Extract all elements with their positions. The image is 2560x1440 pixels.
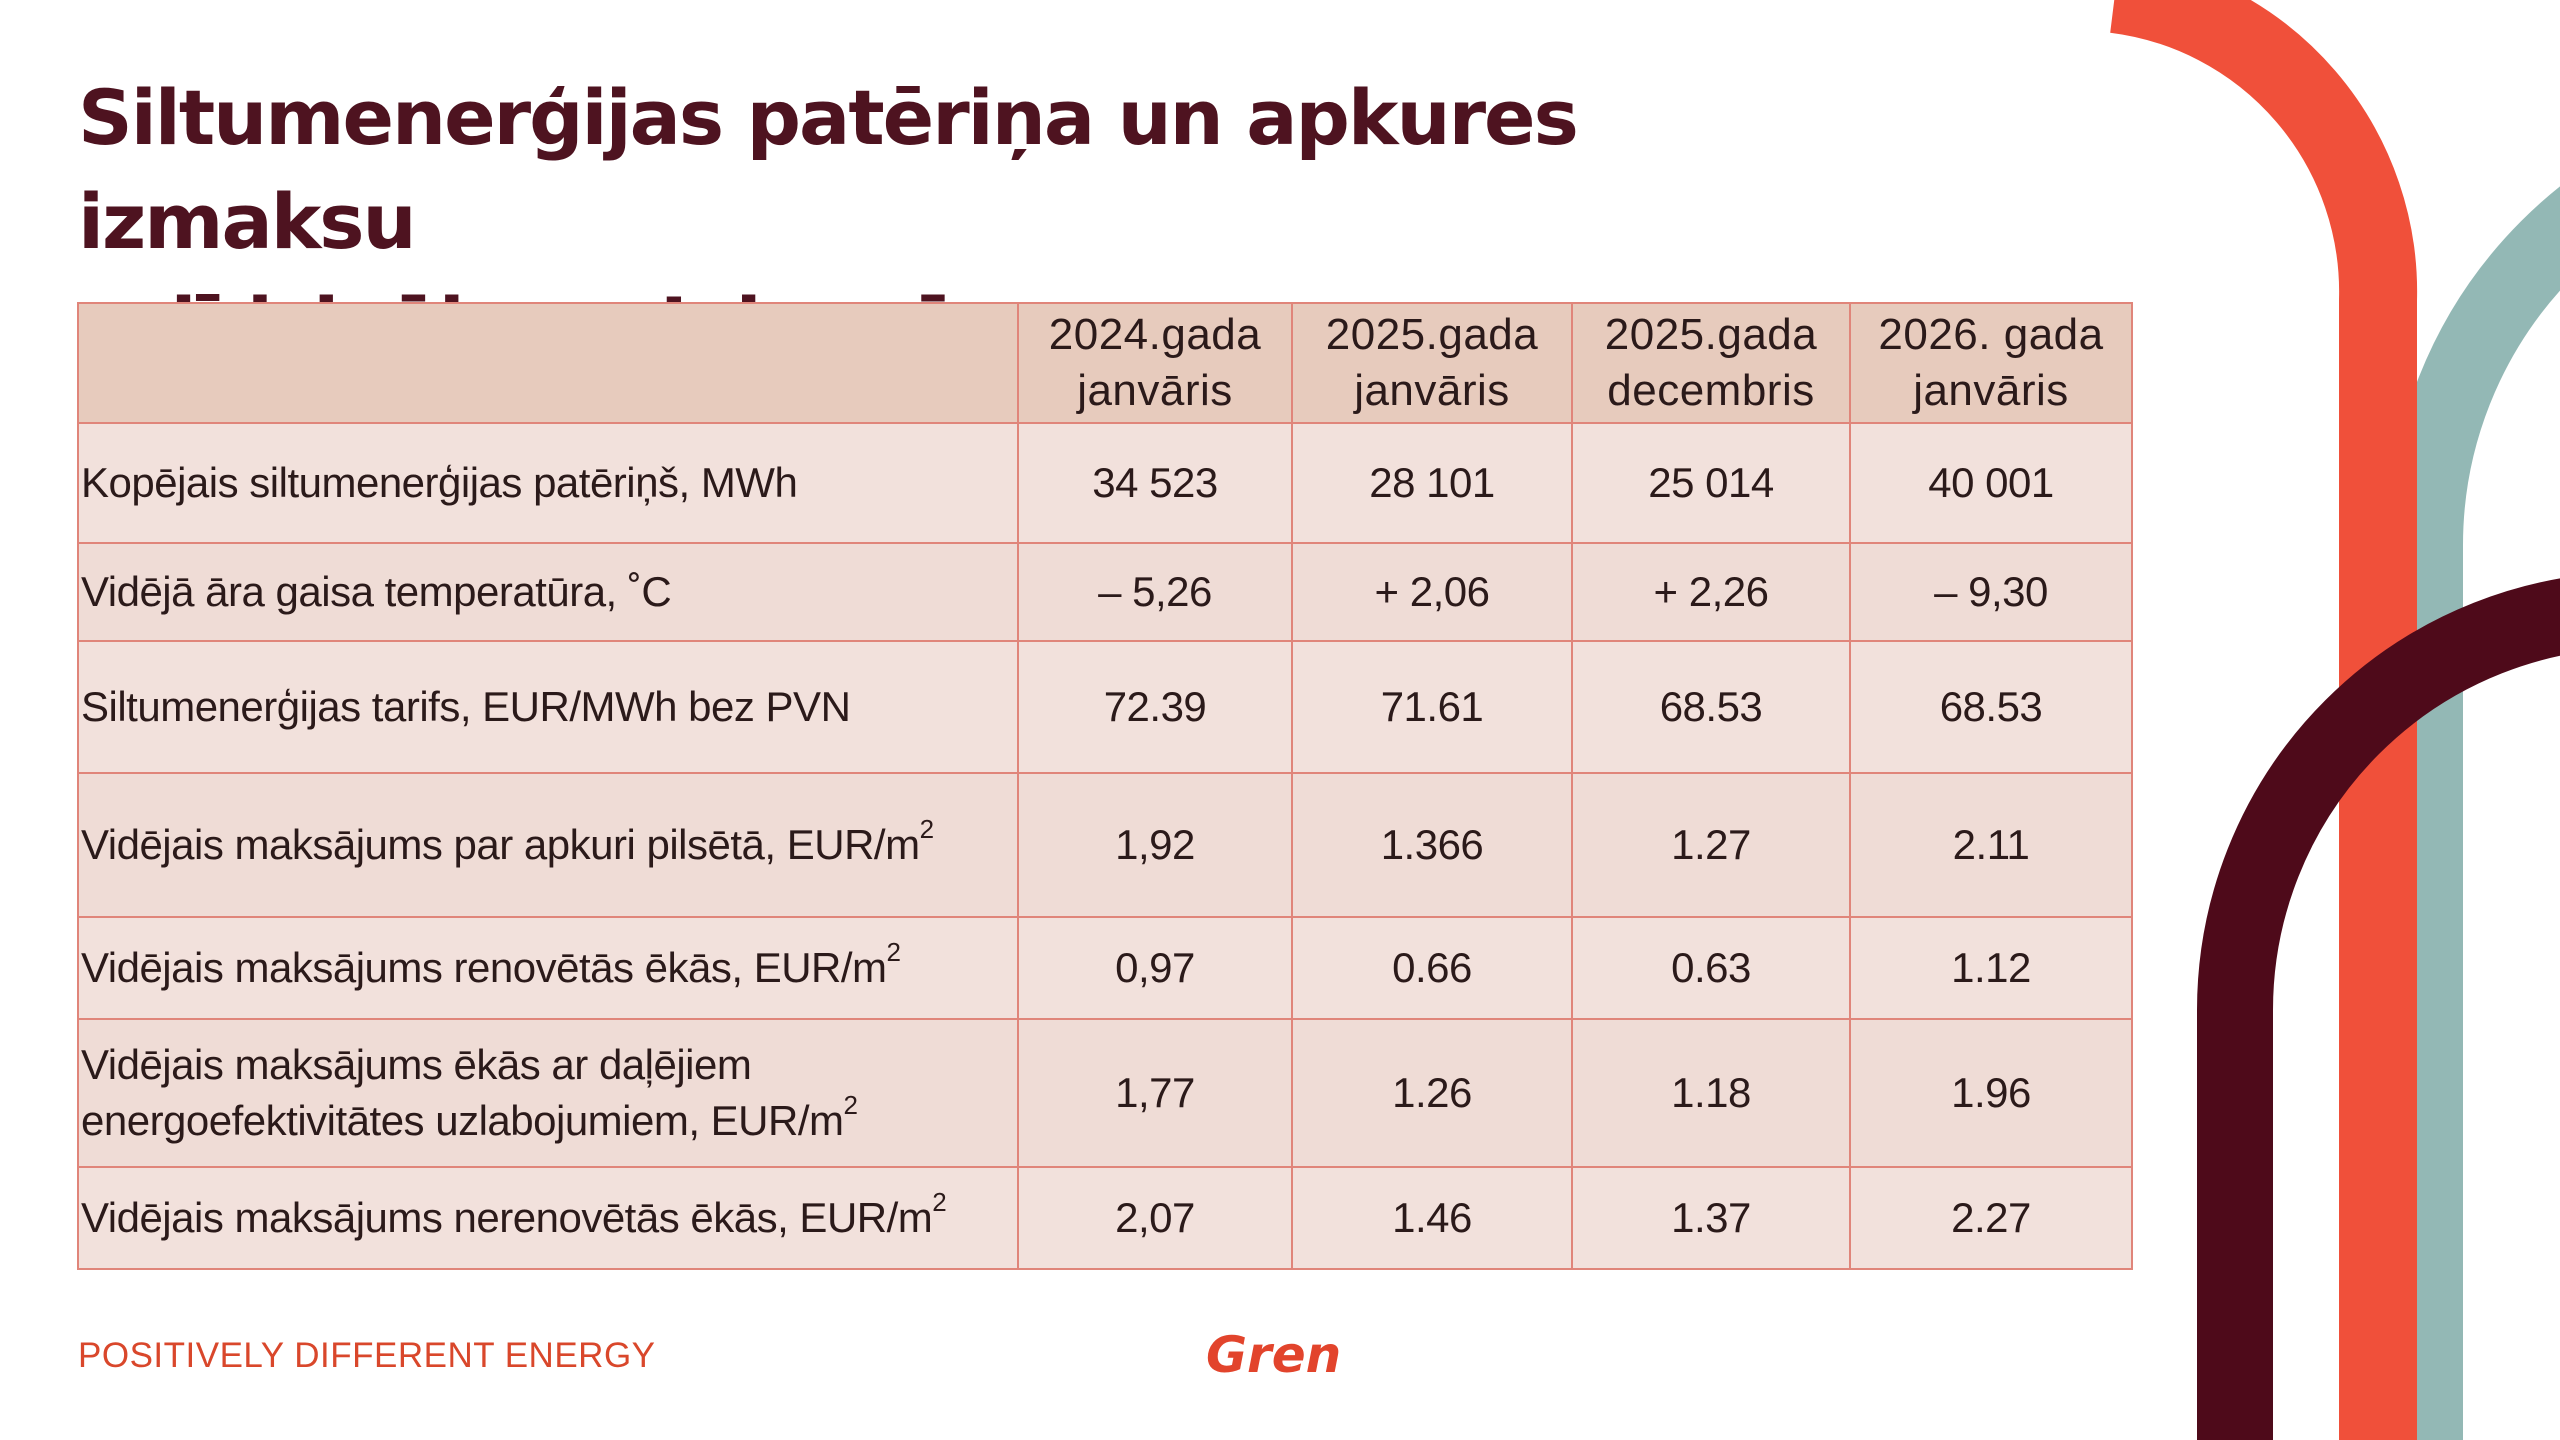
logo-text: Gren (1206, 1326, 1341, 1384)
comparison-table: 2024.gada janvāris 2025.gada janvāris 20… (77, 302, 2133, 1270)
table-cell: 28 101 (1291, 422, 1573, 544)
row-label: Vidējā āra gaisa temperatūra, ˚C (77, 542, 1019, 642)
table-cell: 2,07 (1017, 1166, 1293, 1270)
table-header-row: 2024.gada janvāris 2025.gada janvāris 20… (77, 302, 2133, 424)
table-header-2024-jan: 2024.gada janvāris (1017, 302, 1293, 424)
teal-arc (2387, 186, 2560, 1440)
superscript: 2 (932, 1187, 947, 1217)
table-row: Vidējais maksājums ēkās ar daļējiem ener… (77, 1018, 2133, 1168)
superscript: 2 (843, 1090, 858, 1120)
header-line: janvāris (1913, 366, 2069, 415)
table-cell: 68.53 (1849, 640, 2133, 774)
table-cell: 1.27 (1571, 772, 1851, 918)
superscript: 2 (919, 814, 934, 844)
table-cell: 1.46 (1291, 1166, 1573, 1270)
row-label: Vidējais maksājums par apkuri pilsētā, E… (77, 772, 1019, 918)
page-title-line-1: Siltumenerģijas patēriņa un apkures izma… (78, 73, 1579, 266)
table-cell: 1.26 (1291, 1018, 1573, 1168)
maroon-arc (2197, 578, 2560, 1440)
table-cell: 1.12 (1849, 916, 2133, 1020)
table-cell: 1.96 (1849, 1018, 2133, 1168)
header-line: 2025.gada (1604, 310, 1818, 359)
table-cell: 25 014 (1571, 422, 1851, 544)
row-label: Vidējais maksājums renovētās ēkās, EUR/m… (77, 916, 1019, 1020)
table-row: Siltumenerģijas tarifs, EUR/MWh bez PVN … (77, 640, 2133, 774)
gren-logo-icon: Gren (1206, 1326, 1341, 1384)
table-cell: 1.18 (1571, 1018, 1851, 1168)
table-cell: 72.39 (1017, 640, 1293, 774)
table-cell: 1,92 (1017, 772, 1293, 918)
table-cell: 1.37 (1571, 1166, 1851, 1270)
table-cell: – 5,26 (1017, 542, 1293, 642)
row-label-text: Vidējais maksājums par apkuri pilsētā, E… (81, 821, 920, 868)
table-cell: 0.66 (1291, 916, 1573, 1020)
row-label-line-2: energoefektivitātes uzlabojumiem, EUR/m2 (81, 1090, 1017, 1149)
table-header-2026-jan: 2026. gada janvāris (1849, 302, 2133, 424)
row-label: Siltumenerģijas tarifs, EUR/MWh bez PVN (77, 640, 1019, 774)
table-cell: 40 001 (1849, 422, 2133, 544)
row-label-text: Vidējais maksājums renovētās ēkās, EUR/m (81, 944, 887, 991)
table-row: Vidējais maksājums par apkuri pilsētā, E… (77, 772, 2133, 918)
table-cell: 2.27 (1849, 1166, 2133, 1270)
table-cell: + 2,06 (1291, 542, 1573, 642)
table-cell: + 2,26 (1571, 542, 1851, 642)
table-header-empty (77, 302, 1019, 424)
header-line: janvāris (1077, 366, 1233, 415)
orange-arc-main (2109, 0, 2418, 1440)
table-cell: 1,77 (1017, 1018, 1293, 1168)
row-label: Vidējais maksājums ēkās ar daļējiem ener… (77, 1018, 1019, 1168)
table-row: Vidējais maksājums nerenovētās ēkās, EUR… (77, 1166, 2133, 1270)
table-cell: 34 523 (1017, 422, 1293, 544)
row-label-text: Vidējais maksājums nerenovētās ēkās, EUR… (81, 1194, 933, 1241)
row-label-text: energoefektivitātes uzlabojumiem, EUR/m (81, 1097, 844, 1144)
row-label: Vidējais maksājums nerenovētās ēkās, EUR… (77, 1166, 1019, 1270)
table-cell: 0,97 (1017, 916, 1293, 1020)
header-line: janvāris (1354, 366, 1510, 415)
row-label: Kopējais siltumenerģijas patēriņš, MWh (77, 422, 1019, 544)
footer-tagline: POSITIVELY DIFFERENT ENERGY (78, 1336, 656, 1375)
table-row: Kopējais siltumenerģijas patēriņš, MWh 3… (77, 422, 2133, 544)
table-cell: 0.63 (1571, 916, 1851, 1020)
table-cell: 1.366 (1291, 772, 1573, 918)
header-line: 2025.gada (1325, 310, 1539, 359)
header-line: 2024.gada (1048, 310, 1262, 359)
table-header-2025-jan: 2025.gada janvāris (1291, 302, 1573, 424)
table-cell: 2.11 (1849, 772, 2133, 918)
table-header-2025-dec: 2025.gada decembris (1571, 302, 1851, 424)
table-cell: 71.61 (1291, 640, 1573, 774)
table-row: Vidējais maksājums renovētās ēkās, EUR/m… (77, 916, 2133, 1020)
table-cell: 68.53 (1571, 640, 1851, 774)
table-cell: – 9,30 (1849, 542, 2133, 642)
row-label-line: Vidējais maksājums ēkās ar daļējiem (81, 1041, 752, 1088)
header-line: 2026. gada (1878, 310, 2104, 359)
table-row: Vidējā āra gaisa temperatūra, ˚C – 5,26 … (77, 542, 2133, 642)
header-line: decembris (1607, 366, 1815, 415)
orange-arc (2120, 0, 2409, 1440)
superscript: 2 (886, 937, 901, 967)
